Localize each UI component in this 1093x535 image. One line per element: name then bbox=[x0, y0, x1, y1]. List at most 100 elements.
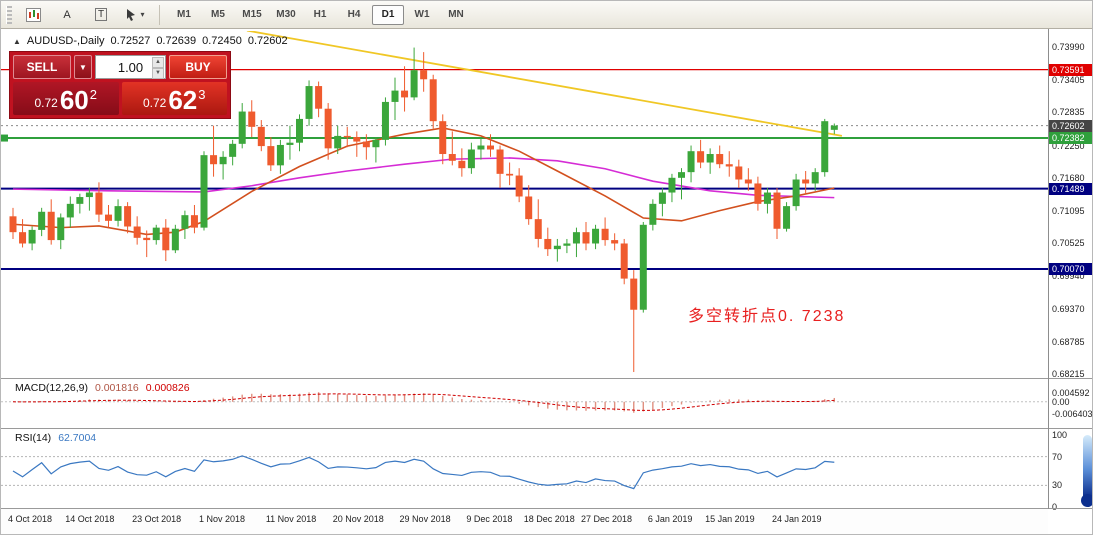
price-tick: 0.69940 bbox=[1052, 271, 1085, 282]
volume-input[interactable]: 1.00 ▲ ▼ bbox=[95, 55, 166, 79]
price-tick: 100 bbox=[1052, 430, 1068, 440]
ohlc-close: 0.72602 bbox=[247, 35, 288, 47]
thermometer-graphic bbox=[1081, 435, 1092, 507]
price-tag: 0.72602 bbox=[1049, 119, 1092, 132]
macd-value-main: 0.001816 bbox=[94, 382, 139, 394]
toolbar: A T ▾ M1 M5 M15 M30 H1 H4 D1 W1 MN bbox=[1, 1, 1092, 29]
date-tick: 11 Nov 2018 bbox=[265, 514, 317, 524]
price-tick: 0.68215 bbox=[1052, 369, 1085, 379]
sell-button[interactable]: SELL bbox=[13, 55, 71, 79]
expand-triangle-icon[interactable]: ▲ bbox=[13, 36, 21, 46]
ohlc-low: 0.72450 bbox=[202, 35, 242, 47]
buy-price-display[interactable]: 0.72 62 3 bbox=[121, 82, 227, 115]
order-type-dropdown[interactable]: ▼ bbox=[74, 55, 92, 79]
price-tick: 0.71680 bbox=[1052, 172, 1085, 183]
date-tick: 4 Oct 2018 bbox=[8, 514, 53, 524]
timeframe-button-M5[interactable]: M5 bbox=[211, 9, 225, 20]
price-tag: 0.73591 bbox=[1049, 63, 1092, 76]
date-tick: 1 Nov 2018 bbox=[199, 514, 246, 524]
price-tick: 0.73405 bbox=[1052, 75, 1085, 86]
price-tick: 0.70525 bbox=[1052, 238, 1085, 249]
chart-annotation: 多空转折点0. 7238 bbox=[688, 308, 846, 325]
pointer-icon bbox=[127, 9, 136, 21]
sell-price-big: 60 bbox=[59, 85, 89, 115]
price-tick: 70 bbox=[1052, 451, 1063, 462]
ohlc-open: 0.72527 bbox=[110, 35, 151, 47]
buy-price-big: 62 bbox=[168, 85, 198, 115]
macd-title: MACD(12,26,9) bbox=[15, 382, 88, 394]
price-tick: 0.73990 bbox=[1052, 42, 1085, 52]
price-tick: 0.00 bbox=[1052, 396, 1070, 407]
timeframe-button-H1[interactable]: H1 bbox=[313, 9, 327, 20]
toolbar-separator bbox=[159, 4, 160, 25]
price-axis-separator bbox=[1048, 29, 1049, 509]
axis-separator bbox=[1, 508, 1092, 509]
macd-panel-canvas[interactable] bbox=[1, 379, 1048, 429]
buy-button[interactable]: BUY bbox=[169, 55, 227, 79]
time-axis[interactable]: 4 Oct 2018 14 Oct 2018 23 Oct 2018 1 Nov 20… bbox=[1, 509, 1048, 534]
date-tick: 14 Oct 2018 bbox=[65, 514, 115, 524]
date-tick: 18 Dec 2018 bbox=[523, 514, 575, 524]
date-tick: 15 Jan 2019 bbox=[705, 514, 755, 524]
panel-separator[interactable] bbox=[1, 428, 1092, 429]
price-tick: 0.72835 bbox=[1052, 107, 1085, 118]
price-tag: 0.70070 bbox=[1049, 262, 1092, 275]
price-tick: 0.72250 bbox=[1052, 140, 1085, 151]
date-tick: 29 Nov 2018 bbox=[399, 514, 451, 524]
rsi-title: RSI(14) bbox=[15, 432, 52, 444]
price-tick: 0.004592 bbox=[1052, 388, 1090, 399]
sell-price-prefix: 0.72 bbox=[34, 96, 58, 110]
timeframe-button-MN[interactable]: MN bbox=[448, 9, 464, 20]
date-tick: 27 Dec 2018 bbox=[581, 514, 633, 524]
price-tag: 0.71489 bbox=[1049, 182, 1092, 195]
timeframe-button-H4[interactable]: H4 bbox=[347, 9, 361, 20]
rsi-header: RSI(14) 62.7004 bbox=[15, 432, 96, 444]
price-tick: 0.71095 bbox=[1052, 205, 1085, 216]
rsi-panel-canvas[interactable] bbox=[1, 429, 1048, 509]
mini-candles-icon bbox=[25, 7, 41, 22]
timeframe-button-M15[interactable]: M15 bbox=[242, 9, 262, 20]
text-tool-button[interactable]: T bbox=[85, 4, 117, 26]
buy-price-pipette: 3 bbox=[198, 87, 206, 102]
price-axis[interactable]: 0.73990 0.73405 0.72835 0.72250 0.71680 0.710… bbox=[1049, 1, 1093, 534]
macd-header: MACD(12,26,9) 0.001816 0.000826 bbox=[15, 382, 190, 394]
line-studies-button[interactable]: ▾ bbox=[119, 4, 151, 26]
date-tick: 23 Oct 2018 bbox=[132, 514, 182, 524]
price-tick: 0.68785 bbox=[1052, 336, 1085, 347]
volume-spinner[interactable]: ▲ ▼ bbox=[152, 57, 164, 79]
timeframe-button-M30[interactable]: M30 bbox=[276, 9, 296, 20]
price-tag: 0.72382 bbox=[1049, 132, 1092, 145]
sell-price-pipette: 2 bbox=[89, 87, 97, 102]
rsi-value: 62.7004 bbox=[58, 432, 97, 444]
timeframe-button-W1[interactable]: W1 bbox=[414, 9, 430, 20]
timeframe-button-D1[interactable]: D1 bbox=[372, 4, 404, 25]
panel-separator[interactable] bbox=[1, 378, 1092, 379]
one-click-trading-panel: SELL ▼ 1.00 ▲ ▼ BUY 0.72 60 2 0.72 62 3 bbox=[9, 51, 231, 119]
timeframe-button-M1[interactable]: M1 bbox=[177, 9, 191, 20]
ohlc-high: 0.72639 bbox=[156, 35, 197, 47]
date-tick: 20 Nov 2018 bbox=[332, 514, 384, 524]
date-tick: 24 Jan 2019 bbox=[772, 514, 822, 524]
buy-price-prefix: 0.72 bbox=[142, 96, 167, 110]
timeframe-group: M1 M5 M15 M30 H1 H4 D1 W1 MN bbox=[168, 4, 472, 25]
price-tick: 0 bbox=[1052, 502, 1058, 512]
date-tick: 9 Dec 2018 bbox=[466, 514, 513, 524]
chevron-down-icon: ▾ bbox=[140, 10, 145, 19]
chart-info-line: ▲ AUDUSD-,Daily 0.72527 0.72639 0.72450 … bbox=[13, 35, 288, 47]
macd-value-signal: 0.000826 bbox=[145, 382, 190, 394]
price-tick: 30 bbox=[1052, 480, 1063, 491]
cursor-tool-button[interactable]: A bbox=[63, 8, 71, 21]
spin-down-icon[interactable]: ▼ bbox=[152, 68, 164, 79]
toolbar-grip[interactable] bbox=[6, 5, 12, 24]
symbol-period-label: AUDUSD-,Daily bbox=[26, 35, 105, 47]
price-tick: 0.69370 bbox=[1052, 303, 1085, 314]
spin-up-icon[interactable]: ▲ bbox=[152, 57, 164, 68]
chart-icon[interactable] bbox=[17, 4, 49, 26]
thermometer-bulb bbox=[1081, 494, 1092, 507]
date-tick: 6 Jan 2019 bbox=[647, 514, 693, 524]
volume-value: 1.00 bbox=[117, 59, 144, 75]
sell-price-display[interactable]: 0.72 60 2 bbox=[13, 82, 119, 115]
text-tool-icon: T bbox=[94, 8, 108, 21]
price-tick: -0.006403 bbox=[1052, 409, 1093, 420]
